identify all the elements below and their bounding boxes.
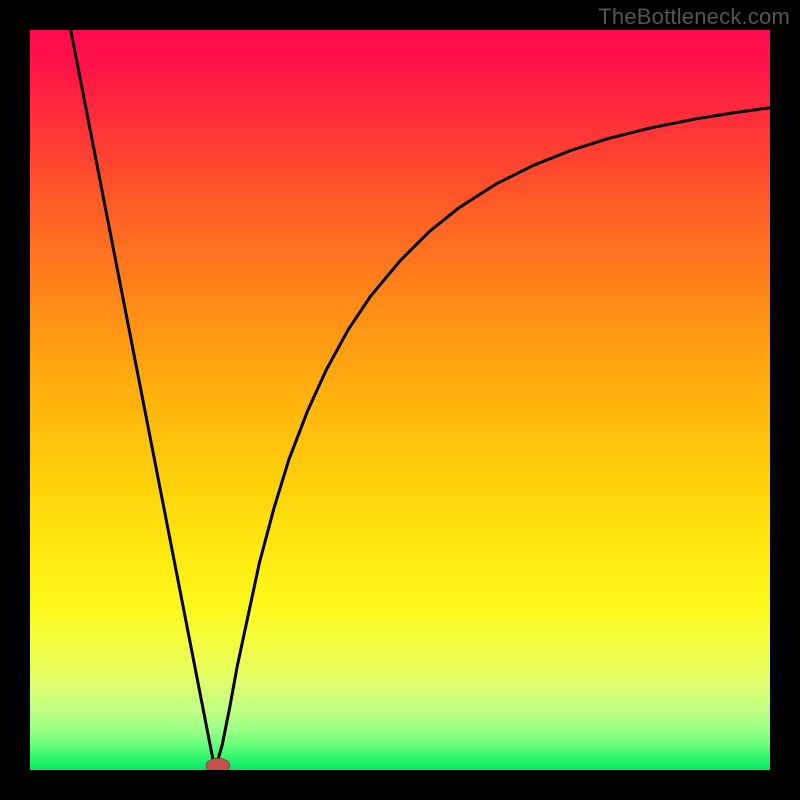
chart-container: TheBottleneck.com: [0, 0, 800, 800]
bottleneck-curve: [71, 30, 770, 770]
minimum-marker: [206, 758, 230, 770]
watermark-text: TheBottleneck.com: [598, 4, 790, 30]
curve-layer: [30, 30, 770, 770]
plot-area: [30, 30, 770, 770]
